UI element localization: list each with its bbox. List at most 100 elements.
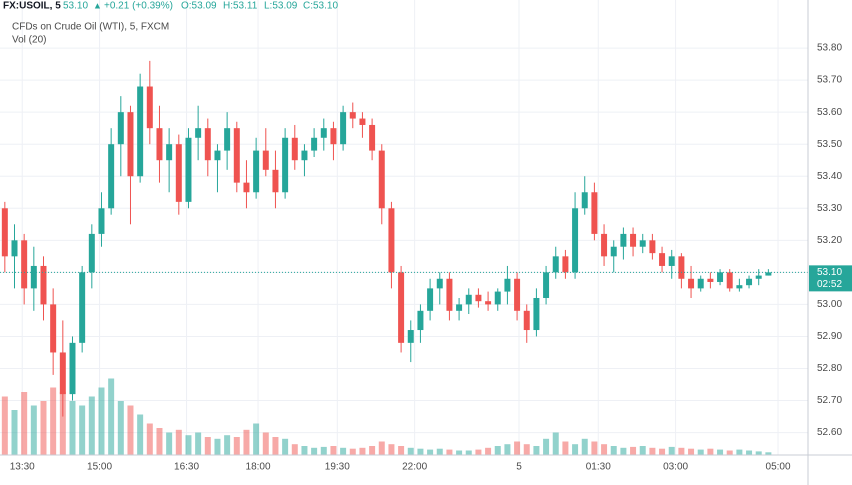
candle-body	[504, 278, 511, 292]
volume-bar	[601, 444, 608, 455]
volume-bar	[456, 450, 463, 455]
y-tick-label: 52.70	[817, 395, 842, 406]
candle-body	[214, 150, 221, 161]
volume-bar	[40, 401, 47, 455]
ohlc-open: O:53.09	[181, 1, 217, 12]
volume-bar	[243, 429, 250, 455]
volume-bar	[475, 449, 482, 455]
volume-bar	[407, 447, 414, 455]
y-tick-label: 53.70	[817, 75, 842, 86]
candle-body	[301, 150, 308, 161]
volume-bar	[678, 447, 685, 455]
y-tick-label: 52.60	[817, 427, 842, 438]
candle-body	[465, 294, 472, 305]
candle-body	[533, 297, 540, 331]
volume-bar	[233, 437, 240, 455]
volume-bar	[369, 446, 376, 455]
volume-bar	[581, 438, 588, 455]
candle-body	[485, 301, 492, 305]
candle-body	[282, 137, 289, 193]
candle-body	[11, 240, 18, 257]
volume-bar	[726, 450, 733, 455]
candle-body	[98, 208, 105, 234]
volume-bar	[765, 452, 772, 455]
candle-body	[40, 265, 47, 305]
grid	[0, 0, 808, 455]
volume-bar	[417, 448, 424, 455]
axes: 52.60 52.70 52.80 52.90 53.00 53.10 53.20 53.30…	[10, 43, 852, 473]
volume-bar	[543, 438, 550, 455]
volume-label: Vol (20)	[12, 35, 46, 46]
volume-bar	[272, 437, 279, 455]
candle-body	[659, 253, 666, 266]
volume-bar	[736, 449, 743, 455]
chart-title: CFDs on Crude Oil (WTI), 5, FXCM	[12, 22, 169, 33]
x-tick-label: 5	[516, 462, 522, 473]
volume-bar	[117, 401, 124, 455]
y-tick-label: 52.80	[817, 363, 842, 374]
ohlc-close: C:53.10	[303, 1, 338, 12]
volume-bar	[707, 448, 714, 455]
volume-bar	[639, 446, 646, 455]
change: +0.21 (+0.39%)	[104, 1, 173, 12]
candle-body	[668, 256, 675, 266]
volume-bar	[291, 444, 298, 455]
candle-body	[417, 310, 424, 331]
y-tick-label: 53.40	[817, 171, 842, 182]
candle-body	[349, 112, 356, 119]
candle-body	[311, 137, 318, 151]
candle-body	[175, 144, 182, 202]
candle-body	[523, 310, 530, 331]
last-price-box	[809, 265, 852, 292]
candle-body	[678, 256, 685, 279]
y-tick-label: 53.60	[817, 107, 842, 118]
volume-bar	[185, 435, 192, 455]
volume-bar	[610, 446, 617, 455]
volume-bar	[137, 414, 144, 455]
volume-bar	[620, 447, 627, 455]
candle-body	[233, 128, 240, 183]
volume-bar	[659, 448, 666, 455]
volume-bar	[494, 446, 501, 455]
volume-bar	[688, 448, 695, 455]
candle-body	[137, 86, 144, 177]
volume-bar	[146, 423, 153, 455]
x-tick-label: 13:30	[10, 462, 35, 473]
candle-body	[620, 233, 627, 247]
volume-bar	[446, 449, 453, 455]
countdown-label: 02:52	[817, 279, 842, 290]
candle-body	[398, 272, 405, 343]
candle-body	[30, 265, 37, 289]
volume-bar	[311, 447, 318, 455]
candle-body	[543, 272, 550, 298]
volume-bar	[11, 410, 18, 455]
volume-bar	[320, 446, 327, 455]
volume-bar	[349, 448, 356, 455]
volume-bar	[1, 396, 8, 455]
volume-pane	[1, 378, 772, 455]
candle-body	[272, 169, 279, 193]
volume-bar	[340, 447, 347, 455]
candle-body	[688, 278, 695, 289]
candle-body	[108, 144, 115, 209]
candle-body	[224, 128, 231, 151]
ohlc-low: L:53.09	[264, 1, 298, 12]
volume-bar	[214, 438, 221, 455]
candle-body	[59, 352, 66, 395]
volume-bar	[717, 449, 724, 455]
volume-bar	[59, 392, 66, 455]
x-tick-label: 05:00	[766, 462, 791, 473]
candle-body	[185, 137, 192, 202]
candle-body	[436, 278, 443, 289]
volume-bar	[359, 447, 366, 455]
volume-bar	[504, 444, 511, 455]
volume-bar	[562, 441, 569, 455]
candle-body	[514, 278, 521, 311]
candle-body	[639, 240, 646, 247]
candle-body	[291, 137, 298, 161]
price: 53.10	[63, 1, 88, 12]
volume-bar	[253, 423, 260, 455]
y-tick-label: 53.80	[817, 43, 842, 54]
candle-body	[697, 278, 704, 289]
volume-bar	[514, 441, 521, 455]
